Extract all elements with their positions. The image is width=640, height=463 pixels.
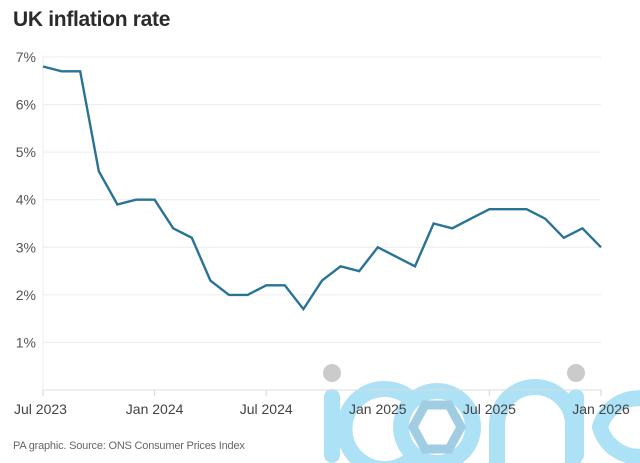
x-tick-label: Jul 2025 <box>463 401 516 417</box>
x-tick-label: Jan 2024 <box>126 401 184 417</box>
y-tick-label: 4% <box>16 192 36 208</box>
watermark-letter-i <box>568 389 584 463</box>
series-group <box>42 65 602 312</box>
x-tick-label: Jan 2026 <box>572 401 630 417</box>
chart-title: UK inflation rate <box>13 8 171 31</box>
y-tick-label: 7% <box>16 49 36 65</box>
watermark-dot-icon <box>567 364 585 382</box>
x-tick-label: Jan 2025 <box>349 401 407 417</box>
series-line-cpi <box>42 65 602 312</box>
axes <box>42 55 601 391</box>
x-axis-ticks: Jul 2023 Jan 2024 Jul 2024 Jan 2025 Jul 2025… <box>14 390 630 417</box>
y-tick-label: 6% <box>16 97 36 113</box>
y-tick-label: 5% <box>16 144 36 160</box>
x-tick-label: Jul 2024 <box>240 401 293 417</box>
iconic-watermark <box>323 364 640 463</box>
watermark-letter-c <box>591 390 640 463</box>
gridlines <box>43 56 601 343</box>
y-tick-label: 2% <box>16 287 36 303</box>
watermark-letter-c <box>336 381 420 463</box>
watermark-dot-icon <box>323 364 341 382</box>
watermark-letter-n <box>489 379 581 463</box>
y-tick-label: 3% <box>16 239 36 255</box>
watermark-letter-i <box>324 389 340 463</box>
x-tick-label: Jul 2023 <box>14 401 67 417</box>
watermark-letter-o <box>393 383 481 463</box>
y-tick-label: 1% <box>16 334 36 350</box>
hexagon-icon <box>407 400 467 454</box>
source-note: PA graphic. Source: ONS Consumer Prices … <box>13 440 245 452</box>
y-axis-ticks: 1% 2% 3% 4% 5% 6% 7% <box>16 49 36 350</box>
